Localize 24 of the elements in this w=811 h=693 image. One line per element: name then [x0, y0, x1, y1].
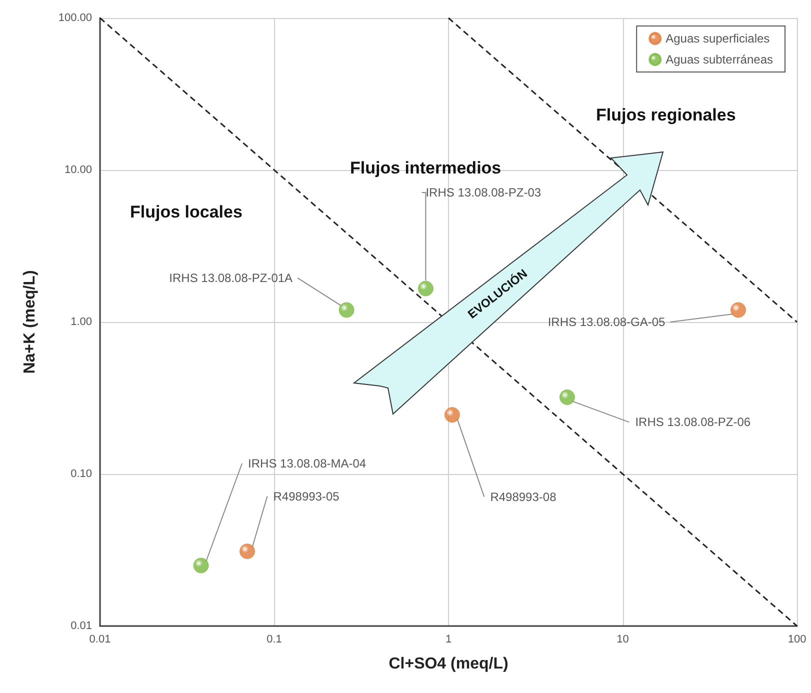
x-tick-label: 0.01	[89, 634, 111, 646]
x-axis-title: Cl+SO4 (meq/L)	[388, 656, 508, 672]
y-tick-label: 10.00	[64, 164, 92, 176]
x-tick-label: 1	[445, 634, 452, 646]
annotation: IRHS 13.08.08-PZ-03	[426, 186, 542, 200]
y-tick-label: 0.01	[70, 620, 92, 632]
annotation: Flujos regionales	[596, 106, 736, 124]
annotation: Flujos intermedios	[350, 158, 502, 178]
annotation: Flujos locales	[130, 202, 242, 222]
legend-label: Aguas subterráneas	[666, 52, 774, 66]
annotation: IRHS 13.08.08-MA-04	[248, 456, 366, 471]
x-tick-label: 100	[788, 634, 806, 646]
legend-label: Aguas superficiales	[666, 32, 770, 46]
y-tick-label: 1.00	[70, 316, 92, 328]
y-axis-title: Na+K (meq/L)	[22, 270, 38, 374]
y-tick-label: 100.00	[58, 12, 92, 24]
annotation: IRHS 13.08.08-PZ-01A	[169, 270, 293, 285]
x-tick-label: 10	[616, 634, 629, 646]
x-tick-label: 0.1	[266, 634, 282, 646]
annotation: R498993-08	[490, 490, 557, 504]
annotation: IRHS 13.08.08-PZ-06	[635, 415, 751, 430]
y-tick-label: 0.10	[70, 468, 92, 480]
annotation: R498993-05	[273, 489, 340, 504]
annotation: IRHS 13.08.08-GA-05	[548, 314, 666, 329]
